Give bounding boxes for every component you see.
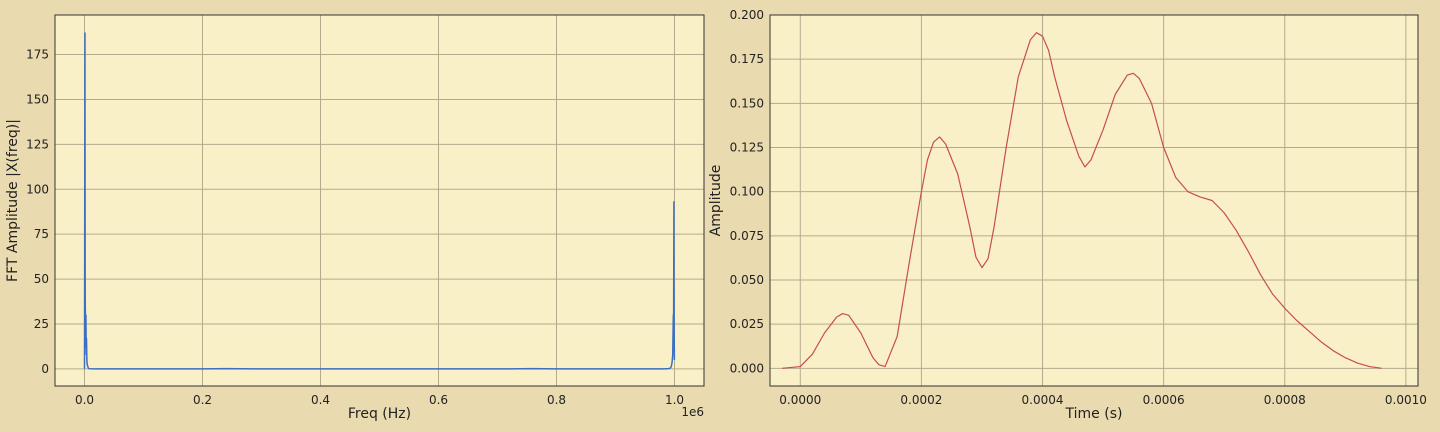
fft-x-tick-label: 1.0 — [665, 393, 684, 407]
time-y-ticks: 0.000 0.025 0.050 0.075 0.100 0.125 0.150 0.175… — [730, 8, 764, 375]
time-y-tick-label: 0.000 — [730, 361, 764, 375]
time-y-axis-label: Amplitude — [708, 165, 724, 237]
time-y-tick-label: 0.050 — [730, 273, 764, 287]
time-y-tick-label: 0.125 — [730, 141, 764, 155]
fft-axes-frame — [54, 14, 705, 387]
fft-series — [83, 32, 676, 370]
fft-y-axis-label: FFT Amplitude |X(freq)| — [5, 119, 21, 282]
time-y-tick-label: 0.200 — [730, 8, 764, 22]
time-y-tick-label: 0.025 — [730, 317, 764, 331]
fft-y-tick-label: 150 — [26, 92, 49, 106]
time-x-tick-label: 0.0008 — [1264, 393, 1306, 407]
time-x-tick-label: 0.0010 — [1385, 393, 1427, 407]
fft-series-line — [83, 32, 676, 370]
time-x-tick-label: 0.0000 — [779, 393, 821, 407]
time-x-tick-label: 0.0002 — [900, 393, 942, 407]
time-x-ticks: 0.0000 0.0002 0.0004 0.0006 0.0008 0.0010 — [779, 393, 1427, 407]
time-plot-area — [770, 15, 1418, 386]
fft-x-tick-label: 0.4 — [311, 393, 330, 407]
fft-y-tick-label: 75 — [34, 227, 49, 241]
fft-y-ticks: 0 25 50 75 100 125 150 175 — [26, 48, 49, 376]
time-x-tick-label: 0.0004 — [1022, 393, 1064, 407]
fft-y-tick-label: 100 — [26, 182, 49, 196]
fft-plot-area — [55, 15, 704, 386]
time-y-tick-label: 0.175 — [730, 52, 764, 66]
time-chart: 0.0000 0.0002 0.0004 0.0006 0.0008 0.0010 0.0… — [708, 8, 1427, 422]
fft-grid — [55, 15, 704, 386]
time-y-tick-label: 0.075 — [730, 229, 764, 243]
fft-x-tick-label: 0.8 — [547, 393, 566, 407]
fft-x-tick-label: 0.6 — [429, 393, 448, 407]
fft-x-tick-label: 0.0 — [75, 393, 94, 407]
fft-x-tick-label: 0.2 — [193, 393, 212, 407]
fft-y-tick-label: 175 — [26, 48, 49, 62]
fft-y-tick-label: 125 — [26, 137, 49, 151]
time-x-tick-label: 0.0006 — [1143, 393, 1185, 407]
fft-y-tick-label: 50 — [34, 272, 49, 286]
fft-x-axis-label: Freq (Hz) — [348, 406, 411, 422]
time-series-line — [782, 32, 1382, 369]
time-y-tick-label: 0.100 — [730, 185, 764, 199]
time-series — [782, 32, 1382, 369]
fft-chart: 0.0 0.2 0.4 0.6 0.8 1.0 0 25 50 75 100 125 150 175 F… — [5, 14, 705, 422]
time-y-tick-label: 0.150 — [730, 96, 764, 110]
fft-x-offset-label: 1e6 — [681, 405, 704, 419]
time-axes-frame — [769, 14, 1419, 387]
time-x-axis-label: Time (s) — [1065, 406, 1123, 422]
fft-y-tick-label: 25 — [34, 317, 49, 331]
fft-y-tick-label: 0 — [41, 362, 49, 376]
fft-x-ticks: 0.0 0.2 0.4 0.6 0.8 1.0 — [75, 393, 684, 407]
